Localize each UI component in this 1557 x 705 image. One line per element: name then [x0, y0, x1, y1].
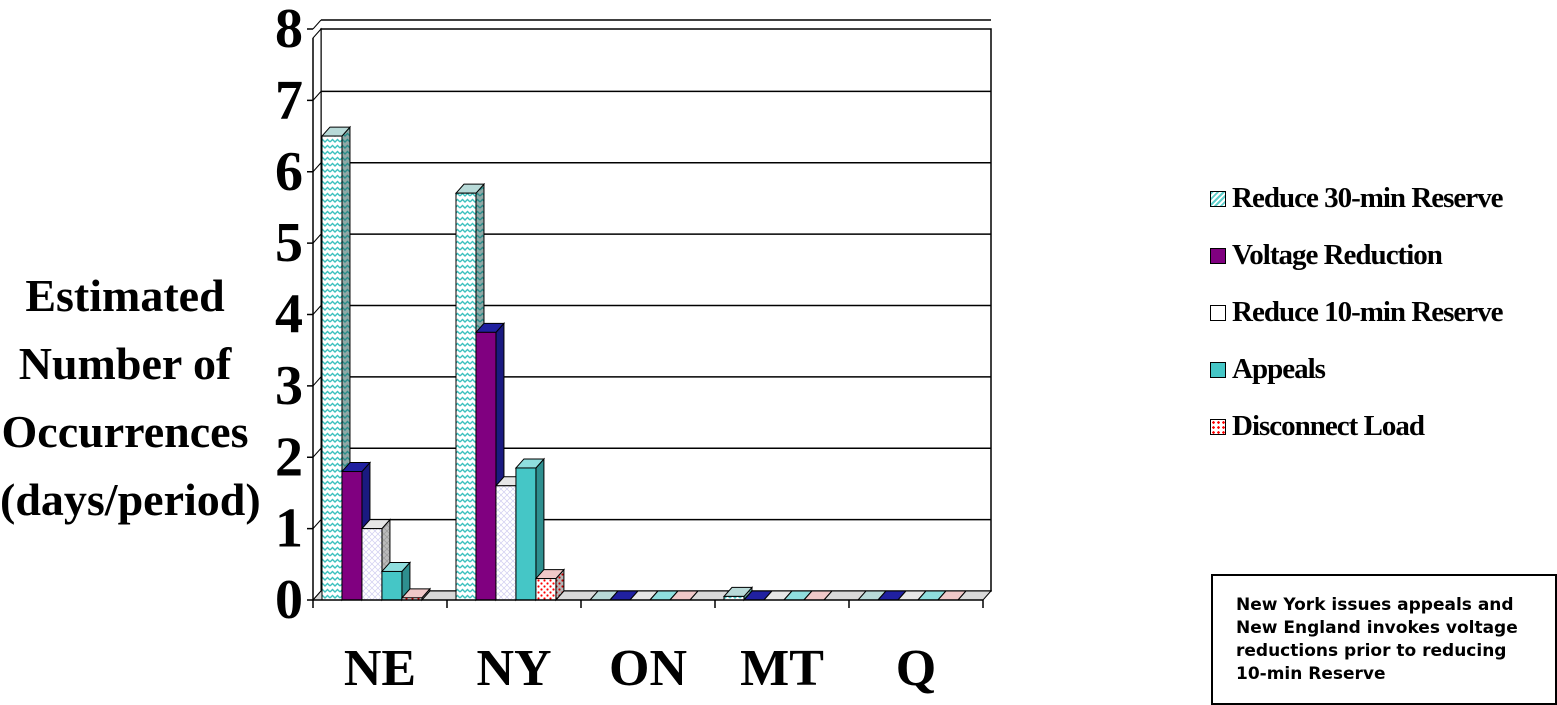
x-tick-label: NE	[344, 640, 416, 697]
x-tick-label: NY	[476, 640, 551, 697]
note-line: reductions prior to reducing	[1236, 641, 1507, 661]
bar-front	[381, 570, 403, 601]
note-line: 10-min Reserve	[1236, 664, 1386, 684]
x-tick-label: Q	[896, 640, 936, 697]
legend-swatch	[1210, 190, 1226, 207]
y-tick-label: 3	[275, 355, 303, 417]
legend-item-reduce-30-min-reserve: Reduce 30-min Reserve	[1210, 170, 1504, 227]
annotation-note: New York issues appeals and New England …	[1211, 574, 1557, 705]
gridline-side	[312, 162, 322, 173]
bar-ny-appeals	[514, 457, 546, 602]
gridline-side	[312, 91, 322, 101]
bar-front	[341, 471, 363, 601]
y-axis-label: Estimated Number of Occurrences (days/pe…	[0, 262, 261, 534]
bar-front	[495, 485, 517, 601]
back-wall	[320, 28, 992, 592]
series-appeals	[380, 457, 948, 602]
y-tick-label: 4	[275, 284, 303, 346]
bar-front	[455, 192, 477, 601]
y-tick-label: 5	[275, 212, 303, 274]
y-axis-label-line: Number of	[18, 338, 232, 389]
legend-swatch	[1210, 247, 1226, 264]
legend-label: Appeals	[1232, 353, 1326, 385]
legend-item-voltage-reduction: Voltage Reduction	[1210, 227, 1503, 284]
legend-label: Disconnect Load	[1232, 410, 1425, 442]
y-axis-label-line: Occurrences	[1, 406, 249, 457]
side-wall	[312, 27, 322, 602]
legend-swatch	[1210, 361, 1226, 378]
legend: Reduce 30-min Reserve Voltage Reduction …	[1210, 170, 1504, 455]
bar-front	[321, 135, 343, 601]
gridline-side	[312, 376, 322, 387]
gridline-side	[312, 519, 322, 529]
legend-swatch	[1210, 418, 1226, 435]
legend-label: Voltage Reduction	[1232, 239, 1443, 271]
legend-item-appeals: Appeals	[1210, 341, 1503, 398]
plot-area	[311, 27, 993, 602]
x-tick-label: MT	[740, 640, 824, 697]
x-tick-label: ON	[609, 640, 687, 697]
y-tick-label: 2	[275, 426, 303, 488]
bar-front	[535, 578, 557, 601]
y-axis-label-line: Estimated	[25, 270, 225, 321]
bar-ny-disconnect-load	[534, 568, 566, 602]
legend-swatch	[1210, 304, 1226, 321]
y-tick-label: 6	[275, 141, 303, 203]
gridlines	[312, 19, 991, 529]
legend-item-disconnect-load: Disconnect Load	[1210, 398, 1503, 455]
bar-on-disconnect-load	[668, 590, 700, 601]
y-tick-label: 8	[275, 0, 303, 60]
gridline-side	[312, 233, 322, 244]
note-line: New York issues appeals and	[1236, 595, 1514, 615]
y-axis-label-line: (days/period)	[0, 474, 261, 525]
bar-front	[475, 331, 497, 601]
gridline-side	[312, 19, 322, 30]
legend-label: Reduce 10-min Reserve	[1232, 296, 1504, 328]
legend-label: Reduce 30-min Reserve	[1232, 182, 1504, 214]
gridline-side	[312, 305, 322, 315]
axes: 0 1 2 3 4 5 6 7 8 NE NY ON MT Q	[275, 0, 984, 697]
y-tick-label: 7	[275, 69, 303, 131]
gridline-side	[312, 447, 322, 458]
y-tick-label: 1	[275, 498, 303, 560]
series-disconnect-load	[400, 568, 968, 602]
bars	[320, 125, 968, 602]
bar-front	[361, 528, 383, 601]
legend-item-reduce-10-min-reserve: Reduce 10-min Reserve	[1210, 284, 1504, 341]
y-tick-label: 0	[275, 569, 303, 631]
bar-front	[515, 467, 537, 601]
note-line: New England invokes voltage	[1236, 618, 1518, 638]
